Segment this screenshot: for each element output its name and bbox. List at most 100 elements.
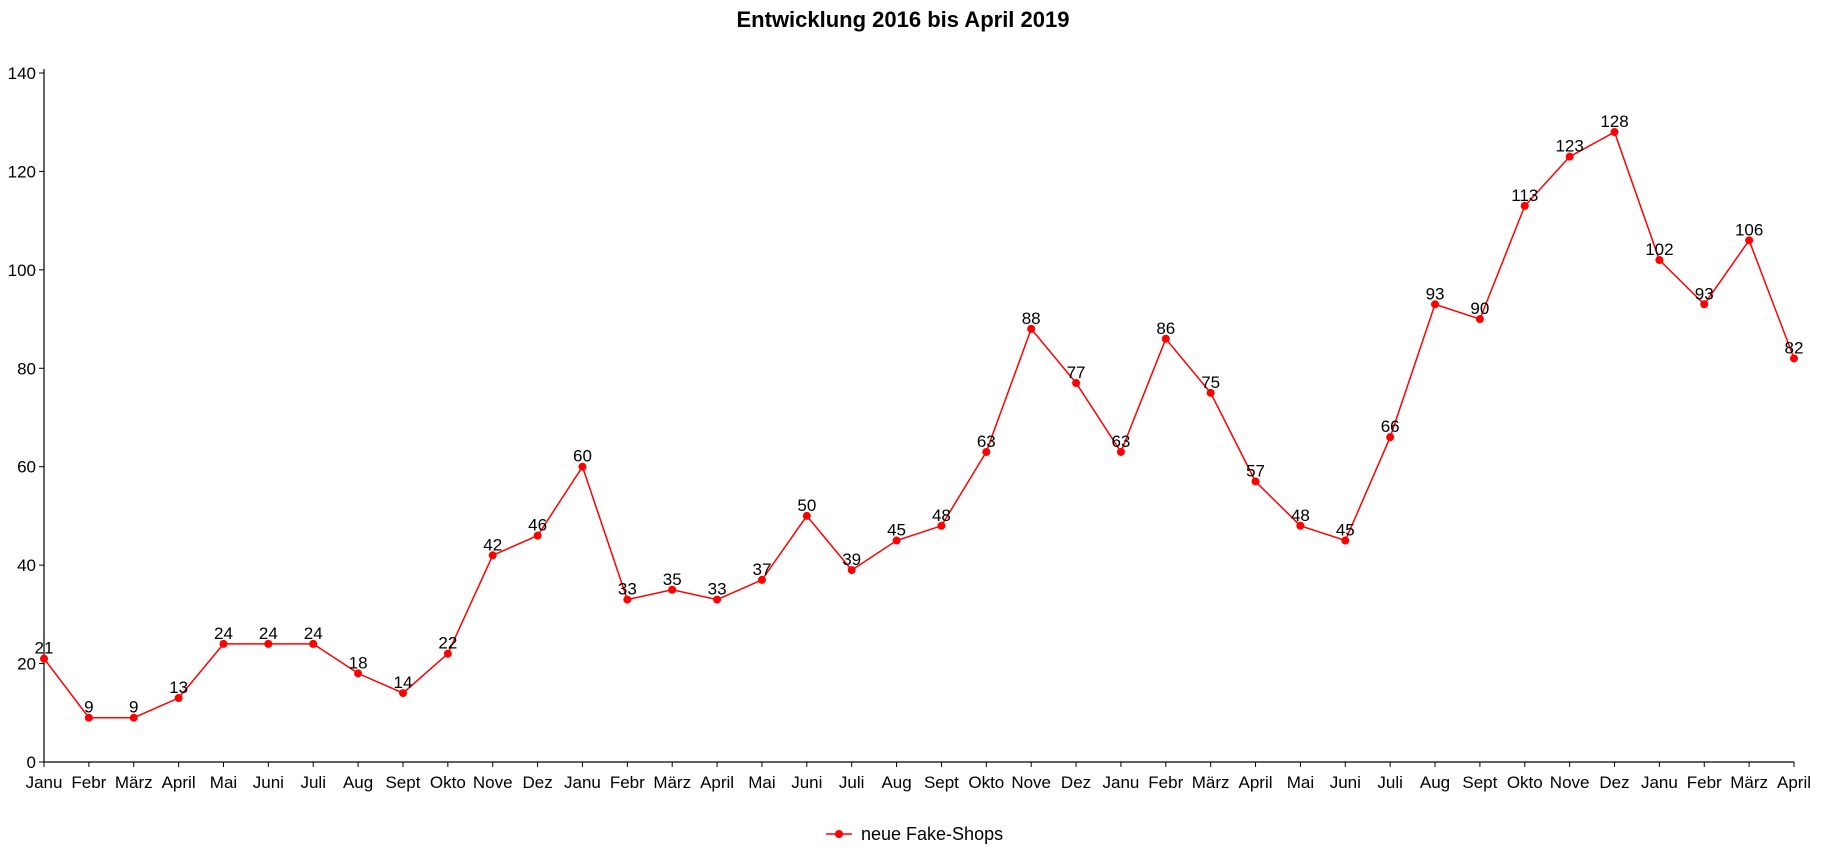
x-tick-label: April [700, 773, 734, 792]
data-label: 35 [663, 570, 682, 589]
x-tick-label: Juni [253, 773, 284, 792]
data-label: 37 [752, 560, 771, 579]
data-label: 14 [394, 673, 413, 692]
x-tick-labels: Janu Febr März April Mai Juni Juli Aug Sept Okto N… [26, 762, 1811, 792]
data-point [1296, 521, 1305, 530]
data-point [1475, 315, 1484, 324]
x-tick-label: Sept [385, 773, 420, 792]
legend-marker-dot [835, 830, 843, 838]
data-point [757, 575, 766, 584]
data-point [1610, 128, 1619, 137]
data-point [937, 521, 946, 530]
x-tick-label: Nove [1550, 773, 1590, 792]
data-label: 93 [1695, 284, 1714, 303]
data-label: 39 [842, 550, 861, 569]
x-tick-label: Juni [1330, 773, 1361, 792]
data-point [219, 639, 228, 648]
y-tick-label: 20 [17, 655, 36, 674]
data-point [1116, 447, 1125, 456]
data-point [1520, 201, 1529, 210]
x-tick-label: Mai [1287, 773, 1314, 792]
data-label: 63 [1111, 432, 1130, 451]
x-tick-label: Febr [610, 773, 645, 792]
data-label: 60 [573, 447, 592, 466]
x-tick-label: Janu [26, 773, 63, 792]
y-tick-label: 0 [27, 753, 36, 772]
data-point [1206, 388, 1215, 397]
data-label: 45 [1336, 521, 1355, 540]
data-point [802, 511, 811, 520]
data-label: 46 [528, 516, 547, 535]
x-tick-label: Juli [1377, 773, 1403, 792]
data-label: 33 [708, 580, 727, 599]
x-tick-label: Aug [881, 773, 911, 792]
data-point [129, 713, 138, 722]
data-point [1072, 379, 1081, 388]
x-tick-label: April [1777, 773, 1811, 792]
axes [43, 69, 1794, 763]
data-point [1341, 536, 1350, 545]
data-label: 123 [1555, 137, 1583, 156]
data-label: 90 [1470, 299, 1489, 318]
data-label: 66 [1381, 417, 1400, 436]
x-tick-label: Janu [1641, 773, 1678, 792]
data-label: 9 [129, 698, 138, 717]
x-tick-label: Sept [1462, 773, 1497, 792]
data-point [1745, 236, 1754, 245]
x-tick-label: Mai [748, 773, 775, 792]
chart-title: Entwicklung 2016 bis April 2019 [737, 7, 1070, 32]
data-label: 45 [887, 521, 906, 540]
data-point [668, 585, 677, 594]
x-tick-label: Dez [522, 773, 552, 792]
x-tick-label: Juli [300, 773, 326, 792]
x-tick-label: März [115, 773, 153, 792]
data-point [40, 654, 48, 663]
data-point [713, 595, 722, 604]
x-tick-label: Febr [1148, 773, 1183, 792]
data-label: 21 [35, 639, 54, 658]
x-tick-label: Juni [791, 773, 822, 792]
data-point [174, 694, 183, 703]
x-tick-label: Sept [924, 773, 959, 792]
x-tick-label: Okto [968, 773, 1004, 792]
y-tick-label: 60 [17, 458, 36, 477]
data-point [1251, 477, 1260, 486]
data-point [1790, 354, 1798, 363]
y-tick-label: 140 [8, 64, 36, 83]
data-point [1700, 300, 1709, 309]
data-label: 22 [438, 634, 457, 653]
x-tick-label: Aug [343, 773, 373, 792]
data-label: 88 [1022, 309, 1041, 328]
data-label: 24 [259, 624, 278, 643]
data-label: 24 [214, 624, 233, 643]
x-tick-label: Okto [1507, 773, 1543, 792]
data-label: 86 [1156, 319, 1175, 338]
x-tick-label: Febr [1687, 773, 1722, 792]
x-tick-label: Okto [430, 773, 466, 792]
data-label: 50 [797, 496, 816, 515]
data-point [982, 447, 991, 456]
series-line [43, 131, 1795, 719]
data-point [1386, 433, 1395, 442]
y-tick-label: 120 [8, 162, 36, 181]
x-tick-label: Aug [1420, 773, 1450, 792]
data-label: 77 [1067, 363, 1086, 382]
data-point [398, 689, 407, 698]
data-label: 13 [169, 678, 188, 697]
data-point [533, 531, 542, 540]
data-point [443, 649, 452, 658]
x-tick-label: Janu [1102, 773, 1139, 792]
series-neue-fake-shops: 21 9 9 13 24 24 24 18 14 22 42 46 60 33 35 33 37 50 39 45 48… [35, 112, 1804, 722]
data-point [309, 639, 318, 648]
data-label: 57 [1246, 461, 1265, 480]
data-point [847, 566, 856, 575]
data-label: 82 [1785, 338, 1804, 357]
data-point [84, 713, 93, 722]
x-tick-label: März [653, 773, 691, 792]
y-tick-label: 80 [17, 359, 36, 378]
data-point [264, 639, 273, 648]
data-point [578, 462, 587, 471]
x-tick-label: Febr [71, 773, 106, 792]
data-point [354, 669, 363, 678]
x-tick-label: Mai [210, 773, 237, 792]
